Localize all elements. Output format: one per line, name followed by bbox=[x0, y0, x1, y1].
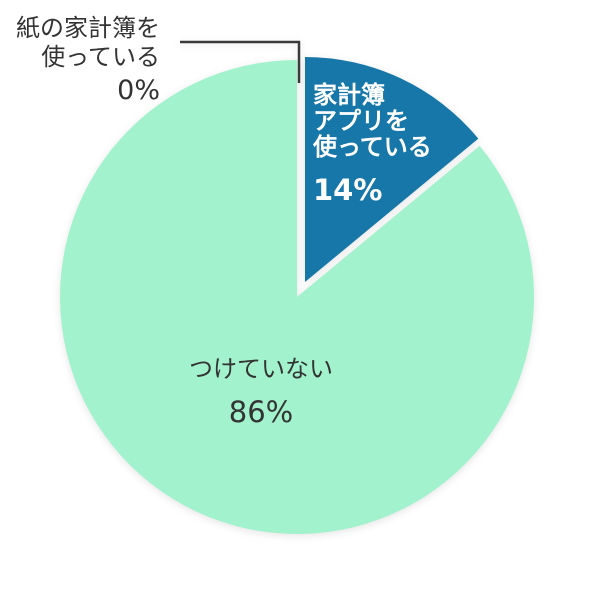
pie-slice-app bbox=[305, 57, 479, 282]
slice-label-none: つけていない 86% bbox=[150, 355, 372, 428]
callout-line-paper bbox=[180, 40, 301, 83]
pie-slice-none bbox=[60, 60, 535, 534]
slice-label-app-line1: 家計簿 bbox=[313, 81, 385, 109]
slice-value-app: 14% bbox=[313, 173, 383, 207]
slice-label-none-line1: つけていない bbox=[189, 355, 333, 383]
slice-label-app: 家計簿 アプリを 使っている 14% bbox=[313, 82, 432, 205]
slice-label-paper-line1: 紙の家計簿を bbox=[16, 14, 160, 42]
slice-value-paper: 0% bbox=[117, 75, 160, 106]
slice-label-app-line2: アプリを bbox=[313, 107, 409, 135]
slice-label-paper: 紙の家計簿を 使っている 0% bbox=[0, 14, 160, 106]
slice-label-paper-line2: 使っている bbox=[41, 43, 160, 71]
slice-value-none: 86% bbox=[228, 395, 294, 429]
slice-label-app-line3: 使っている bbox=[313, 133, 432, 161]
